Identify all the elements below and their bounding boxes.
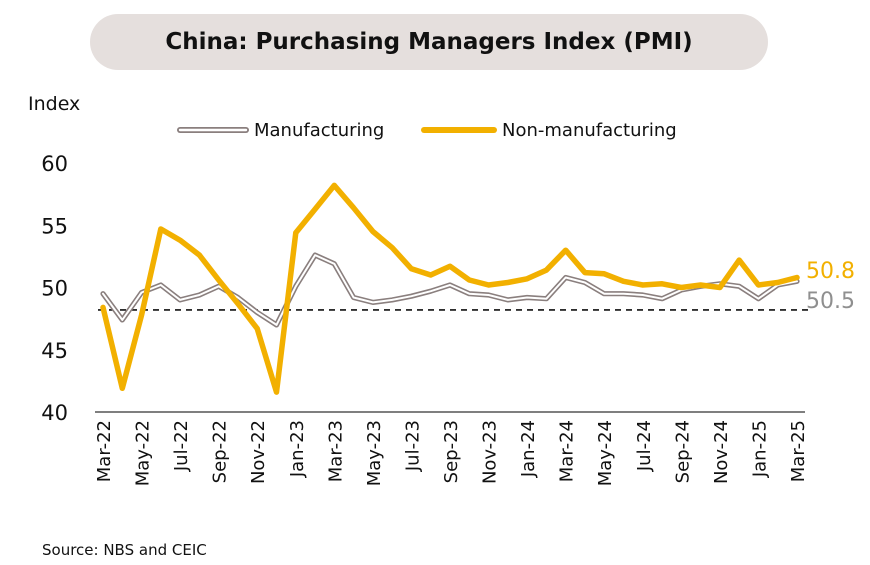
y-tick-label-45: 45 bbox=[41, 339, 68, 363]
y-tick-label-55: 55 bbox=[41, 214, 68, 238]
y-axis-ticks: 40 45 50 55 60 bbox=[41, 152, 68, 425]
x-tick-label: May-22 bbox=[133, 420, 154, 486]
series-layer bbox=[100, 182, 800, 395]
end-labels: 50.8 50.5 bbox=[806, 259, 855, 314]
y-axis-label: Index bbox=[28, 93, 80, 115]
source-note: Source: NBS and CEIC bbox=[42, 541, 207, 559]
x-tick-label: Sep-24 bbox=[672, 420, 693, 483]
chart-title: China: Purchasing Managers Index (PMI) bbox=[165, 29, 693, 55]
x-tick-label: Nov-24 bbox=[711, 420, 732, 484]
y-tick-label-60: 60 bbox=[41, 152, 68, 176]
x-tick-label: Mar-22 bbox=[94, 420, 115, 482]
x-axis-ticks: Mar-22 May-22 Jul-22 Sep-22 Nov-22 Jan-23 Mar-… bbox=[94, 420, 809, 486]
x-tick-label: Mar-23 bbox=[325, 420, 346, 482]
x-tick-label: Sep-23 bbox=[441, 420, 462, 483]
legend-item-non-manufacturing: Non-manufacturing bbox=[421, 120, 677, 141]
x-tick-label: Jan-23 bbox=[287, 420, 308, 478]
x-tick-label: May-24 bbox=[595, 420, 616, 486]
x-tick-label: Jul-23 bbox=[402, 420, 423, 472]
x-tick-label: Jan-25 bbox=[749, 420, 770, 478]
legend-item-manufacturing: Manufacturing bbox=[177, 120, 384, 141]
legend-label-non-manufacturing: Non-manufacturing bbox=[502, 120, 677, 141]
end-label-manufacturing: 50.5 bbox=[806, 289, 855, 314]
y-tick-label-40: 40 bbox=[41, 401, 68, 425]
x-tick-label: Nov-23 bbox=[480, 420, 501, 484]
x-tick-label: May-23 bbox=[364, 420, 385, 486]
chart-title-pill: China: Purchasing Managers Index (PMI) bbox=[90, 14, 768, 70]
x-tick-label: Nov-22 bbox=[248, 420, 269, 484]
y-tick-label-50: 50 bbox=[41, 277, 68, 301]
legend-label-manufacturing: Manufacturing bbox=[254, 120, 384, 141]
x-tick-label: Jan-24 bbox=[518, 420, 539, 478]
x-tick-label: Mar-25 bbox=[788, 420, 809, 482]
x-tick-label: Jul-22 bbox=[171, 420, 192, 472]
x-tick-label: Sep-22 bbox=[210, 420, 231, 483]
x-tick-label: Jul-24 bbox=[634, 420, 655, 472]
x-tick-label: Mar-24 bbox=[557, 420, 578, 482]
series-line-non-manufacturing bbox=[100, 182, 800, 395]
legend: Manufacturing Non-manufacturing bbox=[177, 120, 677, 141]
end-label-non-manufacturing: 50.8 bbox=[806, 259, 855, 284]
